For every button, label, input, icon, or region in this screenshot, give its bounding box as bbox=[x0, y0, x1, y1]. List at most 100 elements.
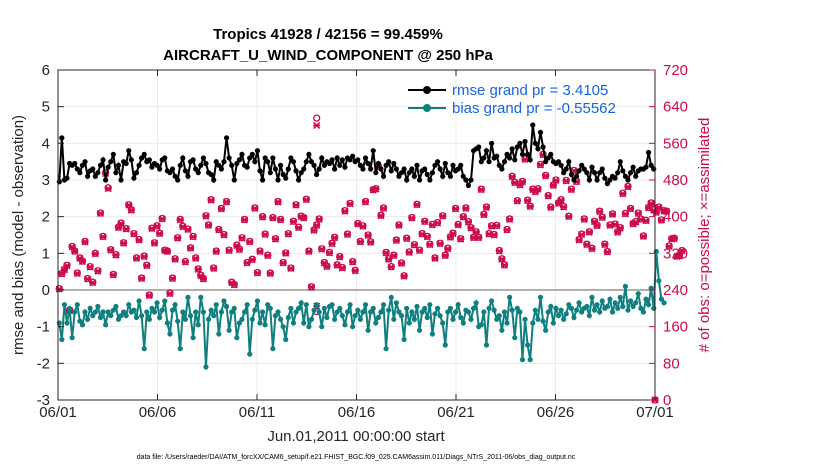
ticks-group bbox=[57, 69, 656, 401]
obs-assimilated-marker bbox=[212, 247, 220, 256]
rmse-marker bbox=[221, 159, 227, 165]
rmse-marker bbox=[362, 155, 369, 161]
bias-marker bbox=[151, 309, 158, 315]
bias-marker bbox=[540, 318, 546, 324]
bias-marker bbox=[579, 309, 585, 315]
rmse-marker bbox=[169, 166, 176, 172]
rmse-marker bbox=[149, 164, 155, 170]
obs-assimilated-marker bbox=[493, 222, 501, 230]
obs-assimilated-marker bbox=[619, 190, 627, 198]
obs-assimilated-marker bbox=[397, 259, 406, 267]
obs-assimilated-marker bbox=[593, 222, 601, 230]
rmse-marker bbox=[136, 162, 142, 168]
y2-tick-label: 720 bbox=[663, 62, 688, 79]
obs-assimilated-marker bbox=[210, 264, 218, 273]
obs-assimilated-marker bbox=[279, 259, 287, 267]
bias-marker bbox=[149, 305, 155, 311]
bias-marker bbox=[293, 309, 299, 315]
bias-marker bbox=[90, 313, 96, 319]
obs-assimilated-marker bbox=[562, 177, 570, 185]
rmse-marker bbox=[133, 170, 140, 176]
rmse-marker bbox=[265, 159, 271, 165]
bias-marker bbox=[558, 307, 564, 313]
rmse-marker bbox=[651, 166, 657, 172]
obs-assimilated-marker bbox=[307, 283, 316, 291]
obs-assimilated-marker bbox=[621, 210, 629, 218]
obs-assimilated-marker bbox=[534, 185, 542, 193]
rmse-marker bbox=[283, 175, 289, 181]
y-tick-label: 4 bbox=[42, 135, 50, 152]
rmse-marker bbox=[370, 148, 376, 154]
rmse-marker bbox=[437, 166, 443, 172]
bias-marker bbox=[308, 316, 315, 322]
rmse-marker bbox=[507, 155, 513, 161]
rmse-marker bbox=[563, 166, 569, 172]
rmse-marker bbox=[308, 159, 315, 165]
obs-assimilated-marker bbox=[390, 252, 398, 260]
rmse-marker bbox=[247, 155, 253, 161]
bias-marker bbox=[643, 296, 649, 302]
bias-marker bbox=[615, 305, 621, 311]
rmse-marker bbox=[622, 173, 629, 179]
rmse-marker bbox=[84, 173, 91, 179]
rmse-marker bbox=[643, 164, 649, 170]
bias-marker bbox=[164, 320, 170, 326]
obs-assimilated-marker bbox=[462, 204, 470, 212]
bias-marker bbox=[357, 316, 363, 322]
bias-marker bbox=[180, 309, 186, 315]
bias-marker bbox=[584, 303, 590, 310]
obs-assimilated-marker bbox=[253, 269, 261, 277]
bias-marker bbox=[442, 342, 448, 348]
bias-marker bbox=[84, 316, 91, 322]
obs-assimilated-marker bbox=[634, 209, 642, 218]
bias-marker bbox=[396, 309, 402, 315]
bias-marker bbox=[203, 364, 209, 370]
bias-marker bbox=[236, 320, 243, 326]
rmse-marker bbox=[231, 177, 237, 183]
obs-assimilated-marker bbox=[475, 234, 483, 242]
obs-assimilated-marker bbox=[423, 233, 431, 241]
rmse-marker bbox=[383, 162, 389, 168]
bias-marker bbox=[92, 309, 98, 315]
obs-assimilated-marker bbox=[578, 230, 586, 239]
rmse-marker bbox=[478, 159, 484, 165]
bias-marker bbox=[105, 309, 111, 315]
obs-assimilated-marker bbox=[518, 178, 527, 186]
obs-assimilated-marker bbox=[264, 252, 272, 260]
obs-assimilated-marker bbox=[439, 212, 447, 220]
rmse-marker bbox=[223, 135, 230, 141]
bias-marker bbox=[525, 342, 531, 348]
obs-assimilated-marker bbox=[639, 232, 647, 240]
chart-title-line1: Tropics 41928 / 42156 = 99.459% bbox=[213, 26, 443, 43]
rmse-marker bbox=[586, 177, 592, 183]
rmse-marker bbox=[332, 166, 338, 172]
bias-marker bbox=[483, 342, 490, 348]
bias-marker bbox=[445, 309, 451, 315]
obs-assimilated-marker bbox=[240, 216, 249, 224]
obs-assimilated-marker bbox=[657, 216, 665, 224]
obs-assimilated-marker bbox=[132, 254, 141, 262]
y-tick-label: -1 bbox=[37, 319, 50, 336]
rmse-marker bbox=[334, 155, 340, 161]
obs-assimilated-marker bbox=[601, 241, 609, 249]
obs-assimilated-marker bbox=[86, 263, 94, 271]
obs-assimilated-marker bbox=[184, 225, 192, 234]
rmse-marker bbox=[131, 175, 137, 181]
rmse-marker bbox=[620, 168, 626, 174]
rmse-marker bbox=[316, 166, 322, 172]
obs-assimilated-marker bbox=[207, 196, 215, 204]
rmse-marker bbox=[401, 166, 407, 172]
bias-marker bbox=[504, 320, 510, 326]
bias-marker bbox=[380, 302, 387, 308]
rmse-marker bbox=[177, 162, 183, 168]
rmse-marker bbox=[239, 151, 245, 157]
bias-marker bbox=[247, 351, 253, 357]
rmse-marker bbox=[108, 159, 114, 165]
rmse-marker bbox=[95, 170, 101, 176]
obs-assimilated-marker bbox=[382, 249, 390, 257]
bias-marker bbox=[298, 300, 304, 306]
rmse-marker bbox=[272, 166, 279, 172]
rmse-marker bbox=[566, 159, 572, 165]
bias-marker bbox=[244, 302, 250, 308]
rmse-marker bbox=[126, 148, 132, 154]
